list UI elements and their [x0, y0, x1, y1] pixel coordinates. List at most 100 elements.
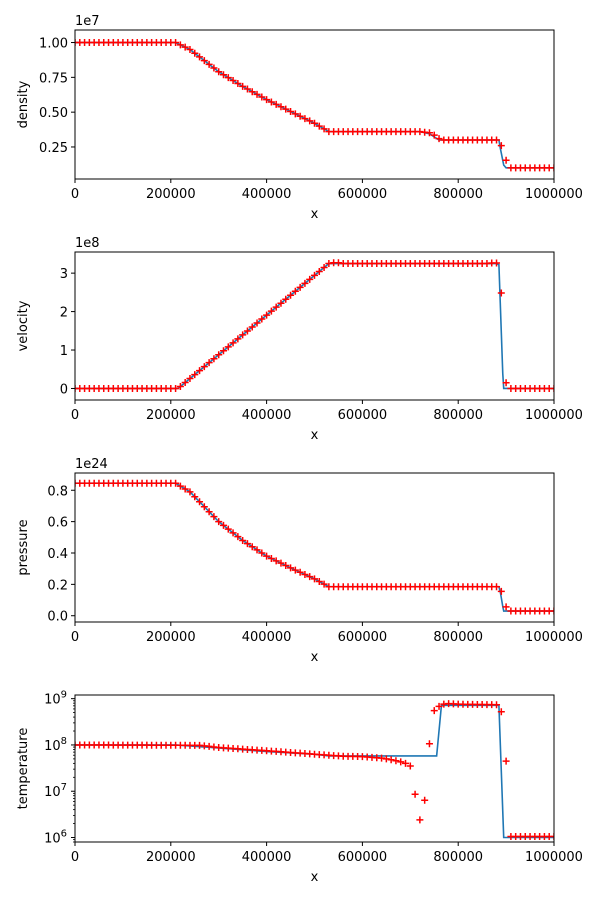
sample-marker: [392, 757, 400, 765]
sample-marker: [215, 68, 223, 76]
sample-marker: [296, 112, 304, 120]
sample-marker: [435, 135, 443, 143]
sample-marker: [219, 71, 227, 79]
sample-marker: [205, 60, 213, 68]
sample-marker: [253, 546, 261, 554]
sample-marker: [186, 45, 194, 53]
sample-marker: [411, 790, 419, 798]
sample-marker: [191, 493, 199, 501]
sample-marker: [219, 347, 227, 355]
sample-marker: [196, 367, 204, 375]
sample-marker: [296, 568, 304, 576]
sample-marker: [181, 485, 189, 493]
x-tick-label: 800000: [433, 850, 483, 865]
sample-marker: [291, 566, 299, 574]
sample-marker: [550, 607, 554, 615]
sample-marker: [196, 498, 204, 506]
sample-marker: [550, 164, 554, 172]
axis-offset-text: 1e7: [75, 14, 100, 29]
sample-marker: [243, 85, 251, 93]
x-tick-label: 400000: [242, 408, 292, 423]
y-tick-label: 3: [60, 267, 68, 282]
sample-marker: [196, 53, 204, 61]
sample-marker: [282, 105, 290, 113]
x-tick-label: 200000: [146, 850, 196, 865]
sample-marker: [311, 575, 318, 583]
x-tick-label: 200000: [146, 187, 196, 202]
x-tick-label: 200000: [146, 630, 196, 645]
x-tick-label: 400000: [242, 850, 292, 865]
sample-marker: [311, 271, 318, 279]
sample-marker: [191, 49, 199, 57]
sample-marker: [502, 156, 510, 164]
sample-marker: [272, 100, 280, 108]
sample-marker: [210, 355, 218, 363]
sample-marker: [378, 754, 386, 762]
subplot-pressure: 0 200000 400000 600000 800000 1000000 0.0 0.2 0.…: [16, 457, 583, 665]
sample-marker: [502, 379, 510, 387]
sample-marker: [291, 287, 299, 295]
y-axis-label: pressure: [16, 519, 31, 575]
x-axis-label: x: [311, 428, 319, 443]
sample-marker: [387, 756, 395, 764]
y-tick-label: 0.50: [39, 106, 68, 121]
sample-marker: [425, 129, 433, 137]
sample-marker: [205, 508, 213, 516]
axis-offset-text: 1e24: [75, 457, 108, 472]
sample-marker: [267, 98, 275, 106]
sample-marker: [191, 371, 199, 379]
sample-marker: [253, 90, 261, 98]
x-tick-label: 200000: [146, 408, 196, 423]
sample-marker: [176, 41, 184, 49]
sample-markers: [75, 39, 554, 172]
y-axis-label: velocity: [16, 300, 31, 351]
axes-frame: [74, 29, 555, 180]
sample-marker: [291, 110, 299, 118]
sample-marker: [320, 125, 328, 133]
sample-marker: [421, 796, 429, 804]
sample-marker: [258, 315, 266, 323]
sample-marker: [229, 529, 237, 537]
exact-solution-line: [75, 262, 554, 390]
sample-marker: [497, 708, 505, 716]
x-tick-label: 800000: [433, 187, 483, 202]
sample-marker: [306, 275, 314, 283]
x-tick-label: 400000: [242, 187, 292, 202]
sample-marker: [234, 79, 242, 87]
sample-marker: [296, 283, 304, 291]
sample-marker: [301, 115, 309, 123]
sample-marker: [186, 375, 194, 383]
sample-marker: [248, 88, 256, 96]
sample-marker: [493, 583, 501, 591]
sample-marker: [224, 343, 232, 351]
sample-marker: [493, 259, 501, 267]
sample-marker: [258, 93, 266, 101]
sample-marker: [287, 107, 295, 115]
x-tick-label: 0: [71, 850, 79, 865]
y-tick-label: 2: [60, 306, 68, 321]
x-tick-label: 1000000: [525, 408, 583, 423]
x-tick-label: 600000: [338, 408, 388, 423]
sample-marker: [229, 77, 237, 85]
y-tick-label: 0.75: [39, 71, 68, 86]
sample-marker: [425, 740, 433, 748]
sample-marker: [172, 384, 180, 392]
sample-marker: [320, 263, 328, 271]
y-tick-label: 0.0: [47, 610, 68, 625]
sample-marker: [258, 549, 266, 557]
sample-marker: [172, 479, 180, 487]
sample-marker: [497, 142, 505, 150]
axes-frame: [74, 472, 555, 623]
sample-marker: [215, 351, 223, 359]
sample-marker: [239, 536, 247, 544]
x-tick-label: 0: [71, 630, 79, 645]
sample-marker: [239, 331, 247, 339]
sample-marker: [176, 382, 184, 390]
sample-marker: [243, 327, 251, 335]
sample-marker: [287, 291, 295, 299]
subplot-temperature: 0 200000 400000 600000 800000 1000000 106 107 10…: [16, 690, 583, 885]
x-axis-label: x: [311, 870, 319, 885]
sample-marker: [301, 279, 309, 287]
